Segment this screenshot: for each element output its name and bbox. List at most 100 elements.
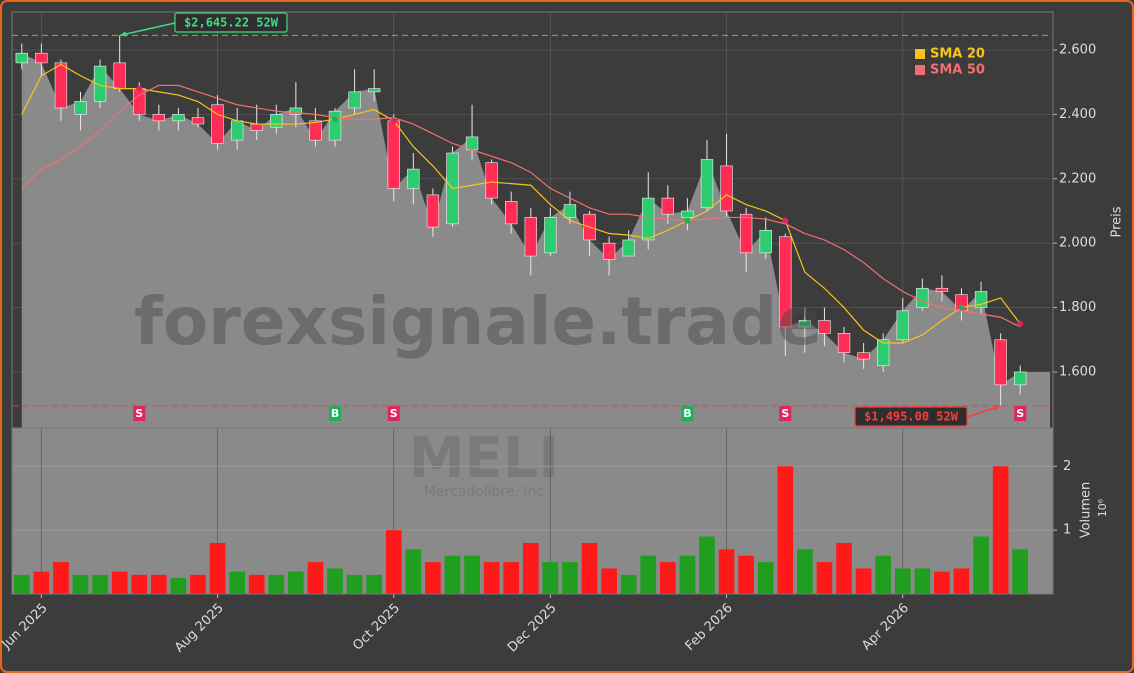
annotation-label: $2,645.22 52W — [184, 16, 279, 30]
volume-bar — [816, 562, 833, 594]
signal-label: S — [781, 407, 789, 420]
volume-bar — [562, 562, 578, 594]
signal-dot — [332, 116, 339, 123]
y-tick-label: 2.600 — [1059, 42, 1096, 57]
symbol-watermark: MELI — [409, 426, 560, 491]
candle-body — [74, 101, 87, 115]
volume-bar — [111, 571, 128, 594]
legend-swatch — [915, 49, 925, 59]
candle-body — [250, 123, 263, 131]
volume-bar — [601, 568, 617, 594]
candle-body — [896, 310, 909, 341]
signal-dot — [958, 304, 965, 311]
candle-body — [720, 165, 733, 212]
candle-body — [661, 197, 675, 215]
y-tick-label: 1.600 — [1059, 364, 1096, 379]
volume-axis-label: Volumen — [1079, 482, 1094, 539]
y-tick-label: 1.800 — [1059, 300, 1096, 315]
volume-bar — [72, 574, 89, 594]
annotation-arrowhead — [993, 405, 1001, 411]
volume-bar — [444, 555, 461, 594]
candle-body — [485, 162, 498, 199]
volume-bar — [366, 574, 383, 594]
candle-body — [407, 168, 420, 189]
candle-body — [230, 120, 244, 141]
watermark: forexsignale.trade — [134, 283, 822, 360]
signal-label: S — [390, 407, 398, 420]
volume-bar — [679, 555, 696, 594]
legend-swatch — [915, 65, 925, 75]
y-tick-label: 2 — [1063, 459, 1071, 474]
candle-body — [974, 291, 988, 308]
volume-bar — [522, 542, 539, 594]
signal-badge — [779, 406, 792, 421]
volume-bar — [190, 574, 206, 594]
candle-body — [289, 107, 303, 115]
annotation-label: $1,495.00 52W — [864, 410, 959, 424]
candle-body — [309, 120, 322, 141]
candle-body — [700, 159, 714, 209]
signal-dot — [684, 217, 691, 224]
volume-bar — [248, 574, 265, 594]
candle-body — [93, 65, 107, 102]
sma-line — [21, 84, 1021, 328]
signal-label: S — [1016, 407, 1024, 420]
signal-badge — [387, 406, 400, 421]
signal-badge — [133, 406, 146, 421]
volume-bar — [836, 542, 852, 594]
volume-bar — [914, 568, 931, 594]
price-area — [21, 53, 1051, 428]
y-axis-label: Preis — [1110, 206, 1125, 237]
volume-bar — [288, 571, 304, 594]
volume-bar — [855, 568, 872, 594]
candle-body — [935, 287, 949, 292]
volume-bar — [542, 562, 559, 594]
candle-body — [524, 217, 537, 257]
volume-bar — [229, 571, 245, 594]
candle-body — [563, 204, 577, 218]
candle-body — [544, 217, 557, 254]
legend-label: SMA 50 — [930, 63, 985, 78]
volume-bar — [405, 549, 422, 594]
y-tick-label: 2.000 — [1059, 236, 1096, 251]
y-tick-label: 1 — [1063, 523, 1071, 538]
candle-body — [602, 242, 616, 260]
volume-bar — [268, 574, 285, 594]
candle-body — [837, 333, 851, 353]
volume-bar — [170, 578, 187, 594]
volume-bar — [894, 568, 911, 594]
signal-label: B — [331, 407, 339, 420]
candle-body — [681, 210, 694, 218]
candle-body — [54, 62, 68, 109]
signal-label: S — [135, 407, 143, 420]
candle-body — [328, 110, 342, 141]
candle-body — [779, 236, 792, 328]
volume-bar — [992, 466, 1009, 594]
volume-bar — [934, 571, 950, 594]
volume-bar — [640, 555, 657, 594]
volume-bar — [718, 549, 735, 594]
legend-label: SMA 20 — [930, 47, 985, 62]
volume-bar — [53, 562, 69, 594]
candle-body — [739, 213, 753, 254]
volume-bar — [307, 562, 324, 594]
volume-bar — [1012, 549, 1029, 594]
signal-label: B — [683, 407, 691, 420]
candle-body — [152, 114, 165, 122]
candle-body — [113, 62, 126, 89]
signal-dot — [782, 217, 789, 224]
annotation-arrow — [119, 22, 176, 37]
company-watermark: Mercadolibre, Inc — [424, 484, 544, 500]
candle-body — [857, 352, 870, 360]
candle-body — [426, 194, 440, 228]
volume-bar — [797, 549, 813, 594]
volume-bar — [33, 571, 50, 594]
candle-body — [15, 52, 28, 64]
candle-body — [798, 320, 812, 328]
volume-bar — [150, 574, 167, 594]
candle-body — [35, 52, 48, 64]
candle-body — [367, 88, 381, 93]
candle-body — [1014, 371, 1027, 386]
volume-bar — [777, 466, 794, 594]
